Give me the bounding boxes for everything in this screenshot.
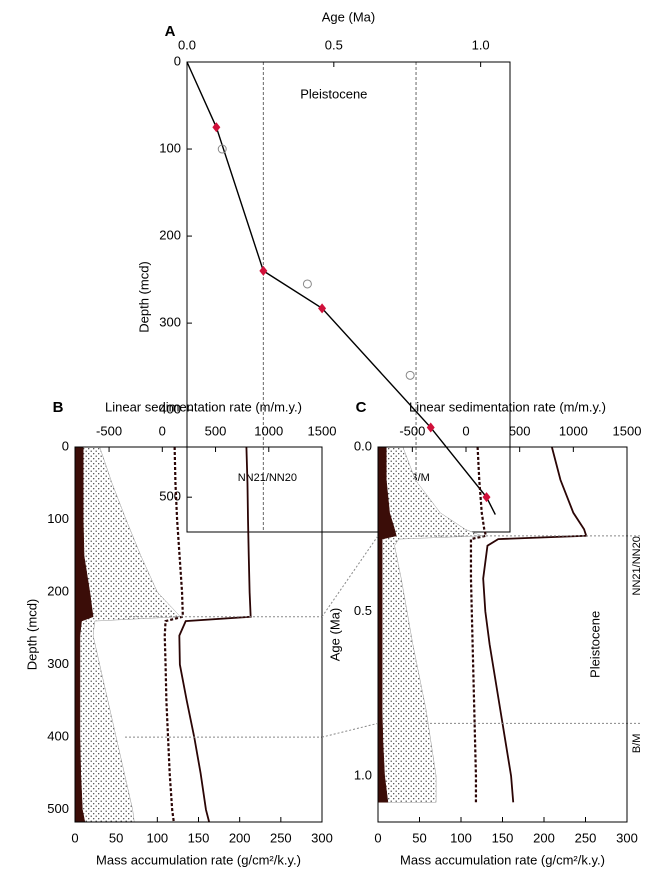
datum-diamond (212, 122, 221, 133)
period-label: Pleistocene (300, 86, 367, 101)
dotted-area (377, 446, 482, 803)
dashed-profile (163, 446, 184, 823)
solid-area (377, 446, 397, 803)
x2-tick-label: 500 (509, 423, 531, 438)
y-axis-title: Depth (mcd) (24, 599, 39, 671)
y-tick-label: 100 (159, 140, 181, 155)
y-tick-label: 200 (47, 584, 69, 599)
x-tick-label: 0.5 (325, 37, 343, 52)
y-tick-label: 400 (47, 729, 69, 744)
x2-tick-label: 1500 (308, 423, 337, 438)
x-tick-label: 100 (146, 830, 168, 845)
x-tick-label: 250 (575, 830, 597, 845)
panel-label: C (356, 399, 367, 416)
x-tick-label: 100 (450, 830, 472, 845)
datum-diamond (482, 492, 491, 503)
solid-profile (178, 446, 252, 823)
x2-tick-label: 500 (205, 423, 227, 438)
x-tick-label: 0 (374, 830, 381, 845)
datum-diamond (318, 303, 327, 314)
x-tick-label: 1.0 (472, 37, 490, 52)
x-axis-title: Mass accumulation rate (g/cm²/k.y.) (96, 852, 301, 867)
x2-tick-label: 0 (462, 423, 469, 438)
x2-tick-label: 1500 (613, 423, 642, 438)
y-tick-label: 0.0 (354, 438, 372, 453)
boundary-label: NN21/NN20 (631, 536, 643, 595)
x-tick-label: 300 (616, 830, 638, 845)
x-tick-label: 50 (109, 830, 123, 845)
x2-tick-label: -500 (96, 423, 122, 438)
tie-line (321, 722, 379, 738)
plot-frame (74, 446, 323, 823)
boundary-label: NN21/NN20 (238, 472, 297, 484)
tie-line (321, 535, 379, 618)
y-tick-label: 0 (174, 53, 181, 68)
datum-circle (405, 370, 415, 380)
x-tick-label: 50 (412, 830, 426, 845)
y-axis-title: Age (Ma) (327, 608, 342, 661)
x-axis-title: Mass accumulation rate (g/cm²/k.y.) (400, 852, 605, 867)
x-tick-label: 150 (188, 830, 210, 845)
panel-label: B (53, 399, 64, 416)
y-tick-label: 200 (159, 228, 181, 243)
x2-tick-label: 1000 (254, 423, 283, 438)
y-tick-label: 400 (159, 402, 181, 417)
solid-profile (482, 446, 588, 803)
y-tick-label: 0.5 (354, 603, 372, 618)
datum-diamond (426, 422, 435, 433)
datum-diamond (259, 265, 268, 276)
x-tick-label: 0.0 (178, 37, 196, 52)
x-tick-label: 150 (492, 830, 514, 845)
boundary-label: B/M (631, 734, 643, 754)
x-tick-label: 0 (71, 830, 78, 845)
y-tick-label: 500 (159, 489, 181, 504)
x-axis-title: Age (Ma) (322, 9, 375, 24)
plot-frame (186, 61, 511, 533)
x2-axis-title: Linear sedimentation rate (m/m.y.) (409, 399, 606, 414)
x2-tick-label: 0 (159, 423, 166, 438)
y-tick-label: 0 (62, 438, 69, 453)
y-tick-label: 300 (47, 656, 69, 671)
datum-circle (302, 279, 312, 289)
x-tick-label: 300 (311, 830, 333, 845)
x2-tick-label: 1000 (559, 423, 588, 438)
y-axis-title: Depth (mcd) (136, 261, 151, 333)
y-tick-label: 100 (47, 511, 69, 526)
x-tick-label: 250 (270, 830, 292, 845)
y-tick-label: 500 (47, 801, 69, 816)
x2-axis-title: Linear sedimentation rate (m/m.y.) (105, 399, 302, 414)
plot-frame (377, 446, 628, 823)
dashed-profile (469, 446, 488, 803)
x2-tick-label: -500 (399, 423, 425, 438)
period-label: Pleistocene (587, 611, 602, 678)
y-tick-label: 300 (159, 315, 181, 330)
datum-circle (217, 144, 227, 154)
dotted-area (74, 446, 181, 823)
panel-label: A (165, 23, 176, 40)
y-tick-label: 1.0 (354, 767, 372, 782)
solid-area (74, 446, 94, 823)
x-tick-label: 200 (229, 830, 251, 845)
x-tick-label: 200 (533, 830, 555, 845)
